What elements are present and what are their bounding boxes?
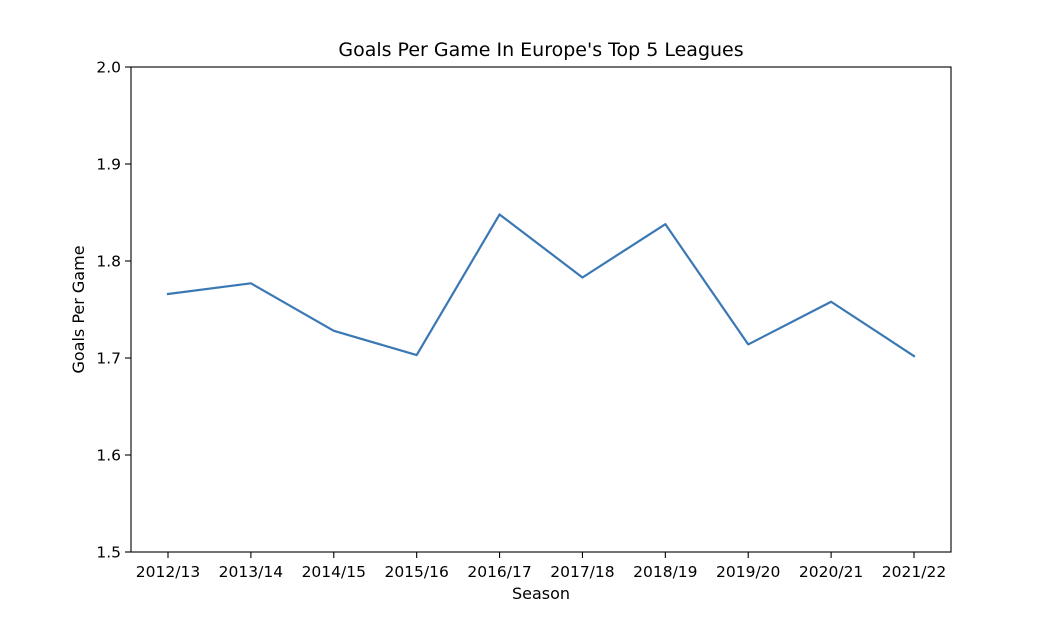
x-tick-label: 2013/14 [219, 563, 283, 581]
y-axis: 1.5 1.6 1.7 1.8 1.9 2.0 [96, 59, 131, 562]
x-tick-label: 2012/13 [136, 563, 200, 581]
y-tick-label: 2.0 [96, 59, 121, 77]
y-tick-label: 1.9 [96, 156, 121, 174]
x-tick-label: 2017/18 [550, 563, 614, 581]
series-line [166, 213, 916, 358]
plot-area-frame [130, 66, 952, 553]
x-axis: 2012/13 2013/14 2014/15 2015/16 2016/17 2017/… [136, 552, 946, 581]
y-tick-label: 1.6 [96, 447, 121, 465]
y-tick-label: 1.8 [96, 253, 121, 271]
x-tick-label: 2014/15 [302, 563, 366, 581]
x-axis-label: Season [512, 584, 570, 603]
x-tick-label: 2015/16 [384, 563, 448, 581]
x-tick-label: 2016/17 [467, 563, 531, 581]
x-tick-label: 2020/21 [799, 563, 863, 581]
y-tick-label: 1.5 [96, 544, 121, 562]
x-tick-label: 2019/20 [716, 563, 780, 581]
chart-title: Goals Per Game In Europe's Top 5 Leagues [338, 39, 743, 61]
x-tick-label: 2021/22 [882, 563, 946, 581]
x-tick-label: 2018/19 [633, 563, 697, 581]
y-axis-label: Goals Per Game [69, 245, 88, 373]
y-tick-label: 1.7 [96, 350, 121, 368]
